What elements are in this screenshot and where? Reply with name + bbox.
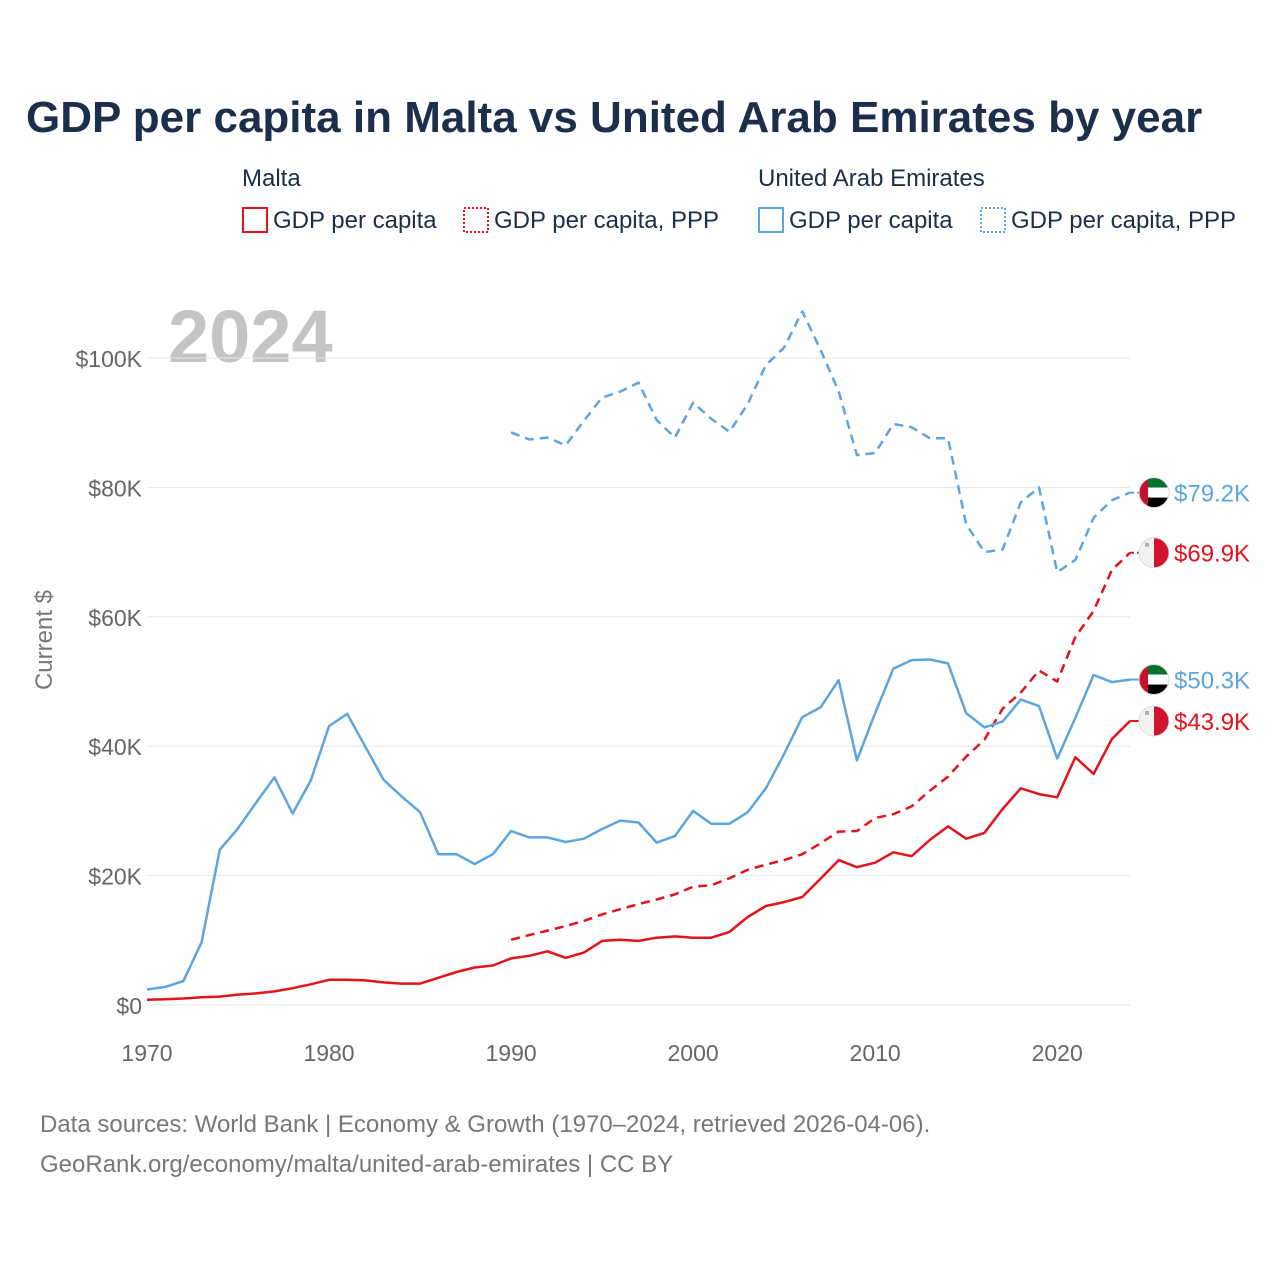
- legend-label-malta-gdp: GDP per capita: [273, 207, 437, 234]
- y-tick-label: $100K: [75, 346, 142, 372]
- x-tick-label: 1970: [121, 1040, 172, 1066]
- footer-sources: Data sources: World Bank | Economy & Gro…: [40, 1111, 930, 1138]
- uae-flag-icon: [1138, 477, 1170, 509]
- legend-swatch-uae-ppp: [980, 207, 1006, 233]
- uae-flag-icon: [1138, 664, 1170, 696]
- x-tick-label: 1980: [303, 1040, 354, 1066]
- end-labels: $43.9K $69.9K $50.3K $79.2K: [1130, 477, 1250, 737]
- y-tick-label: $20K: [88, 864, 142, 890]
- legend-label-uae-gdp: GDP per capita: [789, 207, 953, 234]
- end-label-3: $79.2K: [1174, 481, 1250, 508]
- y-tick-label: $0: [116, 993, 142, 1019]
- end-label-0: $43.9K: [1174, 709, 1250, 736]
- legend: Malta United Arab Emirates GDP per capit…: [242, 165, 1236, 234]
- series-line-1: [510, 551, 1131, 941]
- x-tick-label: 1990: [485, 1040, 536, 1066]
- legend-swatch-malta-gdp: [242, 207, 268, 233]
- series-line-2: [146, 658, 1131, 991]
- y-axis-label: Current $: [31, 590, 58, 690]
- end-label-2: $50.3K: [1174, 668, 1250, 695]
- x-axis-ticks: 1970 1980 1990 2000 2010 2020: [121, 1040, 1082, 1066]
- x-tick-label: 2000: [668, 1040, 719, 1066]
- legend-label-malta-ppp: GDP per capita, PPP: [494, 207, 719, 234]
- y-tick-label: $60K: [88, 605, 142, 631]
- legend-group-malta: Malta: [242, 165, 301, 192]
- y-tick-label: $40K: [88, 734, 142, 760]
- end-label-1: $69.9K: [1174, 541, 1250, 568]
- x-tick-label: 2010: [850, 1040, 901, 1066]
- y-tick-label: $80K: [88, 475, 142, 501]
- series-line-0: [146, 720, 1131, 1002]
- series-lines: [146, 310, 1131, 1002]
- malta-flag-icon: [1138, 705, 1170, 737]
- grid-lines: [147, 357, 1130, 1006]
- year-watermark: 2024: [168, 295, 333, 378]
- chart-title: GDP per capita in Malta vs United Arab E…: [26, 93, 1202, 142]
- legend-swatch-uae-gdp: [758, 207, 784, 233]
- y-axis-ticks: $0 $20K $40K $60K $80K $100K: [75, 346, 142, 1019]
- series-line-3: [510, 310, 1131, 574]
- legend-label-uae-ppp: GDP per capita, PPP: [1011, 207, 1236, 234]
- malta-flag-icon: [1138, 537, 1170, 569]
- legend-swatch-malta-ppp: [463, 207, 489, 233]
- footer-url: GeoRank.org/economy/malta/united-arab-em…: [40, 1151, 673, 1178]
- x-tick-label: 2020: [1032, 1040, 1083, 1066]
- legend-group-uae: United Arab Emirates: [758, 165, 985, 192]
